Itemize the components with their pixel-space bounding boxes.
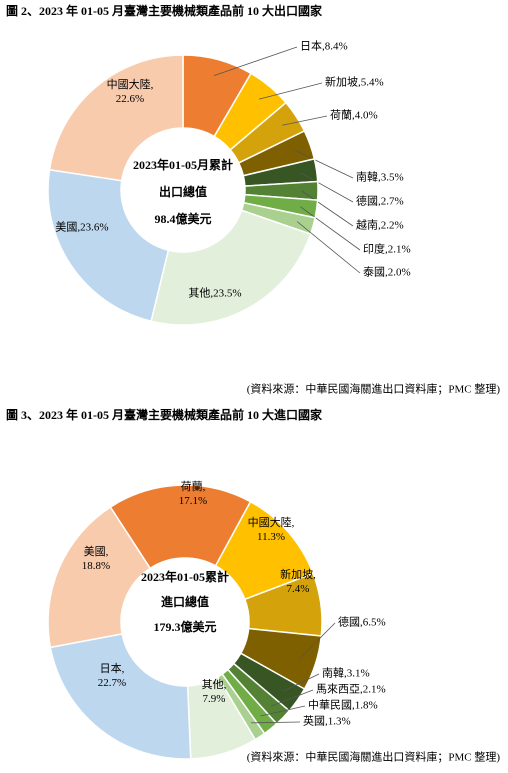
- slice-label: 日本,8.4%: [300, 39, 348, 53]
- donut-slice: [48, 54, 184, 182]
- slice-label: 德國,6.5%: [338, 615, 386, 629]
- slice-label: 南韓,3.5%: [356, 171, 404, 184]
- center-text: 進口總值: [161, 594, 209, 609]
- leader-line: [296, 221, 361, 274]
- slice-label: 中華民國,1.8%: [308, 699, 378, 712]
- slice-label: 越南,2.2%: [356, 218, 404, 232]
- slice-label: 美國, 18.8%: [82, 545, 110, 572]
- leader-line: [283, 673, 320, 692]
- leader-line: [300, 172, 354, 203]
- donut-slice: [47, 506, 152, 649]
- center-text: 179.3億美元: [153, 619, 216, 634]
- leader-line: [301, 190, 354, 227]
- leader-line: [271, 689, 314, 707]
- leader-line: [300, 206, 361, 251]
- leader-line: [250, 721, 301, 724]
- slice-label: 荷蘭, 17.1%: [179, 480, 207, 507]
- donut-slice: [47, 168, 170, 323]
- center-text: 2023年01-05累計: [141, 569, 229, 584]
- slice-label: 日本, 22.7%: [98, 661, 126, 689]
- donut-slice: [49, 632, 192, 760]
- center-text: 2023年01-05月累計: [133, 157, 233, 172]
- leader-line: [213, 46, 298, 76]
- source-note: (資料來源：中華民國海關進出口資料庫；PMC 整理): [247, 382, 501, 396]
- leader-line: [260, 705, 306, 717]
- leader-line: [259, 82, 323, 100]
- slice-label: 南韓,3.1%: [322, 667, 370, 680]
- leader-line: [299, 622, 336, 659]
- slice-label: 其他,23.5%: [188, 287, 241, 300]
- center-text: 出口總值: [159, 184, 207, 199]
- source-note: (資料來源：中華民國海關進出口資料庫；PMC 整理): [247, 750, 501, 764]
- slice-label: 德國,2.7%: [356, 194, 404, 208]
- chart-title: 圖 3、2023 年 01-05 月臺灣主要機械類產品前 10 大進口國家: [6, 407, 323, 422]
- slice-label: 馬來西亞,2.1%: [316, 683, 386, 696]
- slice-label: 新加坡,5.4%: [325, 75, 384, 89]
- chart-title: 圖 2、2023 年 01-05 月臺灣主要機械類產品前 10 大出口國家: [6, 3, 323, 18]
- donut-slice: [150, 209, 312, 326]
- slice-label: 其他, 7.9%: [202, 678, 227, 705]
- leader-line: [294, 149, 354, 179]
- slice-label: 中國大陸, 22.6%: [107, 77, 154, 105]
- leader-line: [282, 115, 328, 126]
- slice-label: 英國,1.3%: [303, 714, 351, 728]
- donut-slice: [109, 484, 252, 570]
- slice-label: 泰國,2.0%: [363, 265, 411, 279]
- slice-label: 荷蘭,4.0%: [330, 109, 378, 122]
- slice-label: 中國大陸, 11.3%: [248, 515, 295, 543]
- slice-label: 新加坡, 7.4%: [280, 567, 316, 595]
- slice-label: 印度,2.1%: [363, 242, 411, 256]
- center-text: 98.4億美元: [154, 211, 211, 226]
- slice-label: 美國,23.6%: [55, 221, 108, 234]
